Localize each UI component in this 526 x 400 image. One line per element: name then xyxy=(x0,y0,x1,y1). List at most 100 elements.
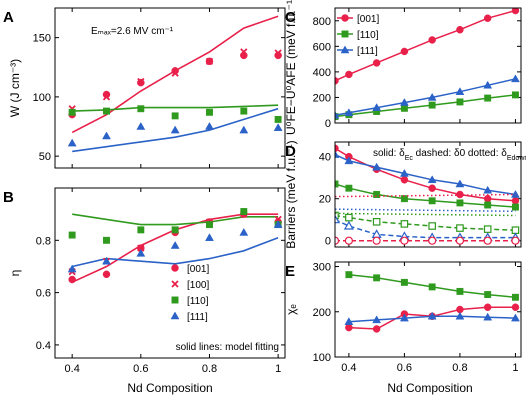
data-point xyxy=(400,278,408,286)
y-tick-label: 400 xyxy=(313,67,331,79)
data-point xyxy=(345,323,353,332)
series-line xyxy=(335,212,516,217)
data-point xyxy=(456,25,464,34)
data-point xyxy=(400,236,409,245)
data-point xyxy=(511,203,519,211)
data-point xyxy=(483,80,493,89)
data-point xyxy=(170,125,180,134)
data-point xyxy=(273,220,283,228)
data-point xyxy=(240,48,248,56)
data-point xyxy=(455,311,465,320)
x-tick-label: 0.6 xyxy=(133,363,148,375)
x-tick-label: 0.4 xyxy=(341,362,356,374)
x-tick-label: 0.8 xyxy=(452,362,467,374)
data-point xyxy=(428,283,436,291)
data-point xyxy=(240,208,248,215)
data-point xyxy=(343,220,354,230)
data-point xyxy=(206,108,213,116)
data-point xyxy=(484,201,492,209)
data-point xyxy=(400,47,409,56)
data-point xyxy=(274,115,282,123)
data-point xyxy=(68,275,76,284)
data-point xyxy=(428,184,436,192)
series-line xyxy=(335,153,516,196)
data-point xyxy=(137,226,145,234)
data-point xyxy=(335,214,341,224)
series-line xyxy=(335,9,516,82)
data-point xyxy=(373,274,381,282)
data-point xyxy=(372,59,381,67)
data-point xyxy=(274,49,282,57)
data-point xyxy=(137,77,145,86)
data-point xyxy=(67,264,77,273)
panel-b: 0.4 0.6 0.8 1 0.4 0.6 0.8 Bη [001] [100] [110] [111… xyxy=(3,187,286,375)
y-tick-label: 0 xyxy=(325,236,331,248)
y-tick-label: 0.6 xyxy=(36,288,51,300)
legend-label: [111] xyxy=(357,46,378,57)
x-tick-label: 0.8 xyxy=(202,363,217,375)
data-point xyxy=(372,315,382,324)
data-point xyxy=(273,123,283,131)
data-point xyxy=(399,168,409,177)
series-line xyxy=(335,214,516,231)
data-point xyxy=(511,293,519,301)
data-point xyxy=(102,131,111,140)
data-point xyxy=(345,184,353,192)
data-point xyxy=(511,8,520,15)
legend-label: [110] xyxy=(357,30,379,41)
data-point xyxy=(483,236,492,245)
panel-a: 50 100 150 A W (J cm⁻³) Eₘₐₓ=2.6 MV cm⁻¹ xyxy=(3,7,286,169)
series-line xyxy=(335,208,516,213)
data-point xyxy=(171,112,179,120)
series-line xyxy=(335,219,516,239)
data-point xyxy=(345,70,353,79)
fit-line xyxy=(72,213,279,226)
y-axis-label: Barriers (meV f.u.⁻¹) xyxy=(284,140,298,248)
data-point xyxy=(137,244,145,252)
data-point xyxy=(205,57,214,65)
data-point xyxy=(427,175,437,184)
data-point xyxy=(170,241,180,249)
panel-e: 0.4 0.6 0.8 1 100 200 300 Eχₑ xyxy=(284,261,522,374)
data-point xyxy=(372,103,382,111)
data-point xyxy=(372,236,381,245)
data-point xyxy=(483,303,492,311)
data-point xyxy=(335,180,339,188)
y-axis-label: χₑ xyxy=(284,304,298,315)
data-point xyxy=(428,236,437,245)
data-point xyxy=(205,233,214,241)
data-point xyxy=(171,226,179,234)
data-point xyxy=(427,311,437,320)
data-point xyxy=(335,150,340,158)
y-tick-label: 40 xyxy=(319,152,331,164)
data-point xyxy=(335,236,340,245)
fit-line xyxy=(72,107,279,153)
data-point xyxy=(455,87,465,95)
data-point xyxy=(455,179,465,188)
legend-label: [001] xyxy=(187,264,209,275)
x-tick-label: 1 xyxy=(512,362,518,374)
plot-area xyxy=(335,144,521,245)
panel-letter: C xyxy=(285,9,296,26)
data-point xyxy=(456,199,464,207)
x-tick-label: 0.6 xyxy=(397,362,412,374)
y-axis-label: W (J cm⁻³) xyxy=(8,59,22,117)
panel-letter: E xyxy=(285,263,295,280)
data-point xyxy=(335,77,339,85)
plot-area xyxy=(335,8,520,121)
data-point xyxy=(373,191,381,198)
y-tick-label: 800 xyxy=(313,16,331,28)
data-point xyxy=(102,93,111,101)
data-point xyxy=(171,69,179,77)
data-point xyxy=(428,197,436,205)
y-tick-label: 600 xyxy=(313,41,331,53)
panel-letter: A xyxy=(3,9,14,26)
data-point xyxy=(511,236,520,245)
data-point xyxy=(456,98,464,106)
data-point xyxy=(511,189,520,198)
data-point xyxy=(240,107,248,115)
data-point xyxy=(511,91,519,99)
data-point xyxy=(511,303,520,311)
